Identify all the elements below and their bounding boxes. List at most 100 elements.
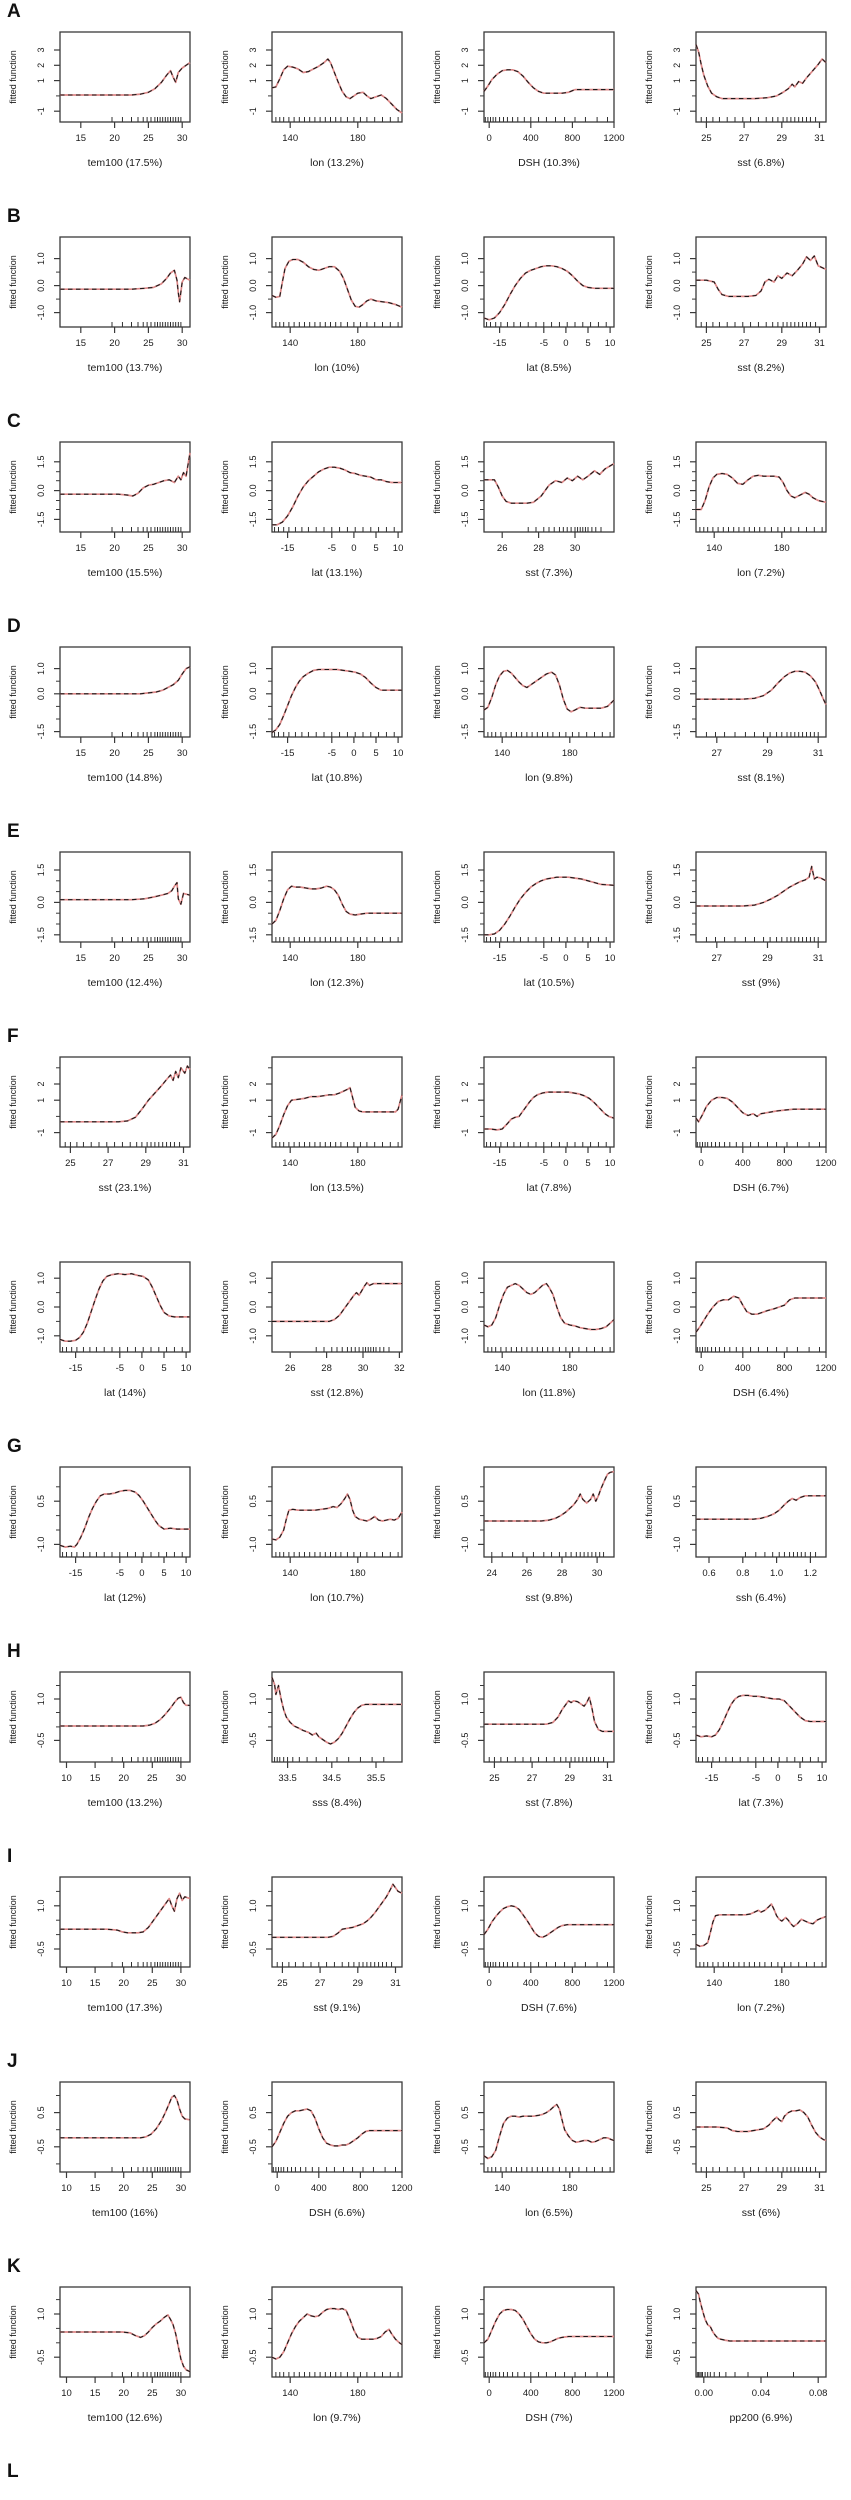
fitted-curve-base	[271, 885, 402, 925]
y-tick-label: 1.0	[36, 1272, 46, 1285]
x-tick-label: 20	[118, 2183, 129, 2194]
panel-plots: fitted function 1.0 0.0 -1.0 15 20 25 30 tem100 …	[0, 227, 851, 379]
gam-plot-cell: fitted function 1.5 0.0 -1.5 15 20 25 30 tem100 …	[0, 432, 212, 584]
y-tick-label: 1.0	[460, 252, 470, 265]
gam-plot: fitted function 1.0 0.0 -1.0 26 28 30 32 sst (12…	[220, 1261, 405, 1399]
plot-box	[483, 1671, 615, 1763]
x-tick-label: 10	[61, 2388, 72, 2399]
y-tick-label: -0.5	[672, 2349, 682, 2365]
gam-plot: fitted function 2 1 -1 140 180 lon (13.5%)	[220, 1056, 403, 1194]
x-tick-label: 180	[774, 1978, 790, 1989]
plot-box	[695, 2286, 827, 2378]
x-axis-variable-label: sst (6%)	[742, 2207, 781, 2219]
x-axis-variable-label: lon (9.7%)	[313, 2412, 361, 2424]
plot-box	[271, 2286, 403, 2378]
plot-box	[271, 236, 403, 328]
x-axis-variable-label: sst (7.3%)	[525, 567, 572, 579]
y-tick-label: 0.0	[672, 484, 682, 497]
y-axis-label: fitted function	[432, 255, 442, 309]
x-tick-label: 31	[814, 338, 825, 349]
y-tick-label: 1.0	[248, 1900, 258, 1913]
x-tick-label: 0	[351, 543, 356, 554]
y-tick-label: -0.5	[36, 2139, 46, 2155]
y-tick-label: 3	[36, 47, 46, 52]
plot-box	[695, 1876, 827, 1968]
x-tick-label: -5	[752, 1773, 760, 1784]
y-tick-label: -0.5	[248, 1733, 258, 1749]
x-axis-variable-label: lon (9.8%)	[525, 772, 573, 784]
gam-plot-cell: fitted function 3 2 1 -1 140 180 lon (13.2%)	[212, 22, 424, 174]
y-tick-label: 2	[36, 1081, 46, 1086]
x-tick-label: 1200	[603, 1978, 624, 1989]
y-tick-label: 0.0	[248, 896, 258, 909]
y-tick-label: -0.5	[248, 2139, 258, 2155]
y-tick-label: -1.5	[460, 724, 470, 740]
gam-plot-cell: fitted function 1.0 -0.5 10 15 20 25 30 tem100 (…	[0, 2277, 212, 2429]
x-tick-label: 31	[814, 133, 825, 144]
x-tick-label: 180	[562, 2183, 578, 2194]
x-tick-label: 0	[699, 1158, 704, 1169]
y-tick-label: 0.0	[36, 484, 46, 497]
x-tick-label: 1.2	[804, 1568, 817, 1579]
x-axis-variable-label: sst (9.8%)	[525, 1592, 572, 1604]
y-tick-label: -0.5	[460, 2139, 470, 2155]
gam-plot-cell: fitted function 2 1 -1 25 27 29 31 sst (23.1%)	[0, 1047, 212, 1199]
gam-plot-cell: fitted function 1.5 0.0 -1.5 15 20 25 30 tem100 …	[0, 842, 212, 994]
plot-box	[483, 1261, 615, 1353]
y-axis-label: fitted function	[644, 1690, 654, 1744]
x-axis-variable-label: lat (13.1%)	[312, 567, 363, 579]
gam-plot: fitted function 1.0 -0.5 10 15 20 25 30 tem100 (…	[8, 1876, 191, 2014]
fitted-curve-dashes	[695, 2290, 826, 2342]
x-tick-label: -15	[69, 1568, 83, 1579]
y-axis-label: fitted function	[644, 870, 654, 924]
panel-plots: fitted function 0.5 -1.0 -15 -5 0 5 10 lat (12%)…	[0, 1457, 851, 1609]
x-axis-variable-label: sst (12.8%)	[310, 1387, 363, 1399]
gam-plot: fitted function 1.0 -0.5 0 400 800 1200 DSH (7.…	[432, 1876, 625, 2014]
x-tick-label: 10	[181, 1568, 192, 1579]
plot-box	[271, 1876, 403, 1968]
x-tick-label: 0	[563, 1158, 568, 1169]
fitted-curve-dashes	[483, 2103, 615, 2160]
y-tick-label: 0.0	[460, 688, 470, 701]
x-tick-label: 30	[570, 543, 581, 554]
gam-plot-cell: fitted function 0.5 -1.0 140 180 lon (10.7%)	[212, 1457, 424, 1609]
x-tick-label: 20	[118, 1978, 129, 1989]
y-tick-label: -1.0	[672, 1537, 682, 1553]
y-tick-label: -0.5	[460, 1733, 470, 1749]
y-tick-label: 0.5	[672, 2106, 682, 2119]
y-tick-label: -1.5	[460, 927, 470, 943]
fitted-curve-base	[484, 1091, 615, 1131]
x-tick-label: 5	[373, 543, 378, 554]
gam-plot: fitted function 2 1 -1 25 27 29 31 sst (23.1%)	[8, 1056, 191, 1194]
y-tick-label: 1.0	[672, 252, 682, 265]
y-tick-label: -1.5	[36, 927, 46, 943]
gam-plot-cell: fitted function 0.5 -0.5 0 400 800 1200 DSH (6.…	[212, 2072, 424, 2224]
panel-plots: fitted function 2 1 -1 25 27 29 31 sst (23.1%) fi…	[0, 1047, 851, 1199]
y-tick-label: 1.0	[248, 252, 258, 265]
x-tick-label: 140	[494, 1363, 510, 1374]
panel-letter: E	[7, 821, 20, 842]
x-tick-label: 0	[563, 953, 568, 964]
plot-box	[59, 851, 191, 943]
plot-box	[483, 851, 615, 943]
x-tick-label: 34.5	[323, 1773, 342, 1784]
panel-row: fitted function 1.0 0.0 -1.0 -15 -5 0 5 10 lat (1…	[0, 1230, 851, 1435]
gam-plot-cell: fitted function 1.0 -0.5 33.5 34.5 35.5 sss (8…	[212, 1662, 424, 1814]
fitted-curve-base	[60, 452, 191, 497]
gam-plot-cell: fitted function 2 1 -1 -15 -5 0 5 10 lat (7.8%)	[424, 1047, 636, 1199]
plot-box	[695, 1671, 827, 1763]
x-tick-label: 0.00	[695, 2388, 714, 2399]
x-tick-label: 5	[585, 338, 590, 349]
y-tick-label: -1	[36, 107, 46, 115]
gam-plot-cell: fitted function 0.5 -1.0 24 26 28 30 sst (9.8%)	[424, 1457, 636, 1609]
x-tick-label: 25	[143, 953, 154, 964]
x-tick-label: 5	[161, 1568, 166, 1579]
gam-plot: fitted function 1.0 -0.5 10 15 20 25 30 tem100 (…	[8, 2286, 191, 2424]
y-tick-label: 2	[248, 1081, 258, 1086]
fitted-curve-base	[60, 269, 191, 303]
x-tick-label: 10	[61, 1773, 72, 1784]
x-tick-label: 0	[487, 1978, 492, 1989]
y-tick-label: 0.0	[36, 688, 46, 701]
gam-plot-cell: fitted function 1.0 -0.5 10 15 20 25 30 tem100 (…	[0, 1867, 212, 2019]
